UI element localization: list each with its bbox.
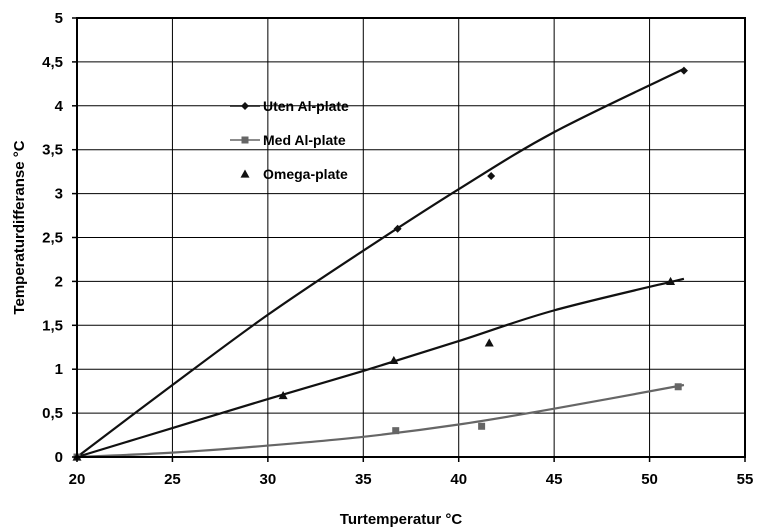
legend-item-uten-al-plate: Uten Al-plate	[230, 98, 349, 114]
data-point-med-al-plate	[392, 427, 400, 435]
data-point-med-al-plate	[478, 422, 486, 430]
trend-line-omega-plate	[76, 277, 685, 459]
trend-line-uten-al-plate	[76, 67, 685, 458]
x-tick-label: 40	[450, 471, 467, 488]
data-point-omega-plate	[389, 355, 399, 365]
data-point-omega-plate	[484, 338, 494, 347]
trend-line-med-al-plate	[76, 383, 685, 459]
y-tick-label: 3	[55, 186, 63, 203]
y-tick-label: 0,5	[42, 405, 63, 422]
legend-item-med-al-plate: Med Al-plate	[230, 132, 346, 148]
legend-item-omega-plate: Omega-plate	[240, 166, 348, 182]
x-tick-label: 35	[355, 471, 372, 488]
legend-label: Omega-plate	[263, 166, 348, 182]
y-axis-title: Temperaturdifferanse °C	[11, 140, 28, 314]
legend-label: Med Al-plate	[263, 132, 346, 148]
x-tick-label: 45	[546, 471, 563, 488]
data-point-uten-al-plate	[679, 66, 688, 75]
trend-lines	[76, 67, 685, 459]
y-tick-label: 2	[55, 273, 63, 290]
y-tick-label: 1,5	[42, 317, 63, 334]
legend-label: Uten Al-plate	[263, 98, 349, 114]
data-markers	[72, 66, 688, 461]
data-point-omega-plate	[666, 276, 676, 285]
legend-marker-med-al-plate	[241, 136, 249, 144]
y-tick-label: 1	[55, 361, 63, 378]
x-axis-title: Turtemperatur °C	[340, 511, 463, 527]
y-tick-label: 2,5	[42, 230, 63, 247]
data-point-med-al-plate	[674, 383, 682, 391]
x-tick-label: 55	[737, 471, 754, 488]
legend: Uten Al-plate Med Al-plate Omega-plate	[230, 98, 349, 182]
y-tick-label: 5	[55, 10, 63, 27]
y-tick-label: 3,5	[42, 142, 63, 159]
x-tick-label: 30	[260, 471, 277, 488]
plot-area	[72, 17, 746, 461]
data-point-uten-al-plate	[393, 224, 402, 233]
x-tick-label: 20	[69, 471, 86, 488]
y-tick-label: 4	[55, 98, 64, 115]
data-point-uten-al-plate	[487, 172, 496, 181]
y-tick-label: 4,5	[42, 54, 63, 71]
x-axis-ticks: 20 25 30 35 40 45 50 55	[69, 457, 754, 488]
data-point-omega-plate	[278, 391, 288, 400]
x-tick-label: 25	[164, 471, 181, 488]
y-tick-label: 0	[55, 449, 63, 466]
x-tick-label: 50	[641, 471, 658, 488]
legend-marker-omega-plate	[240, 169, 250, 178]
legend-marker-uten-al-plate	[241, 102, 249, 110]
y-axis-ticks: 0 0,5 1 1,5 2 2,5 3 3,5 4 4,5 5	[42, 10, 77, 466]
